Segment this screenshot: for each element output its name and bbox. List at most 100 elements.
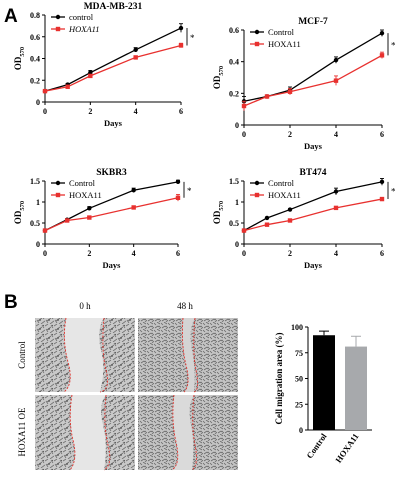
category-label-1: HOXA11 [333, 431, 360, 464]
data-point [241, 228, 247, 233]
bar-chart-cell-migration: 0 25 50 75 100 Cell migration area (%) Control… [274, 323, 372, 465]
micrograph-control-0h [35, 317, 135, 393]
legend-marker [254, 192, 260, 198]
x-axis-label: Days [304, 141, 323, 151]
y-tick-label: 1 [235, 198, 239, 207]
line-chart-mda-mb-231: MDA-MB-231 0 2 4 6 0 0.2 0.4 0.6 0.8 Days OD570 cont… [13, 2, 195, 128]
legend-marker [254, 41, 260, 47]
significance-marker: * [391, 186, 396, 196]
row-label-control: Control [17, 341, 27, 369]
legend-label-1: HOXA11 [268, 39, 301, 49]
significance-marker: * [187, 186, 192, 196]
column-label-0h: 0 h [79, 301, 91, 311]
data-point [131, 205, 136, 210]
bar-0 [313, 335, 335, 430]
column-label-48h: 48 h [177, 301, 193, 311]
series-line-0 [243, 181, 383, 232]
data-point [264, 222, 270, 227]
data-point [65, 84, 70, 89]
data-point [64, 218, 70, 223]
y-tick-label: 100 [291, 323, 303, 332]
data-point [333, 205, 339, 211]
data-point [379, 196, 385, 202]
y-tick-label: 0 [235, 240, 239, 249]
data-point [87, 215, 92, 220]
y-tick-label: 75 [295, 349, 303, 358]
series-line-1 [44, 44, 182, 92]
x-tick-label: 6 [179, 107, 183, 116]
y-axis-label: OD570 [13, 201, 26, 224]
legend-marker [55, 180, 61, 186]
legend-marker [55, 26, 61, 32]
y-axis-label-subscript: 570 [19, 201, 26, 211]
line-chart-bt474: BT474 0 2 4 6 0 0.5 1 1.5 Days OD570 Control HOXA11 * [212, 168, 396, 270]
micrograph-hoxa11-0h [35, 394, 135, 471]
data-point [287, 218, 293, 223]
y-tick-label: 0 [36, 98, 40, 107]
legend-label-0: Control [268, 27, 295, 37]
legend-marker [55, 192, 61, 198]
data-point [87, 206, 92, 211]
x-axis-label: Days [104, 118, 123, 128]
series-line-0 [44, 181, 179, 232]
data-point [333, 78, 339, 83]
data-point [133, 55, 138, 60]
data-point [333, 189, 339, 194]
data-point [379, 179, 385, 185]
x-tick-label: 0 [43, 107, 47, 116]
data-point [88, 73, 93, 79]
y-tick-label: 50 [295, 375, 303, 384]
chart-title: SKBR3 [96, 168, 127, 178]
line-chart-mcf-7: MCF-7 0 2 4 6 0 0.2 0.4 0.6 Days OD570 Control HOXA1… [212, 17, 396, 151]
y-axis-label: OD570 [212, 201, 225, 224]
data-point [264, 94, 270, 99]
series-line-1 [44, 197, 179, 232]
data-point [287, 207, 293, 212]
x-tick-label: 0 [242, 130, 246, 139]
y-axis-label: OD570 [212, 66, 225, 89]
x-tick-label: 2 [88, 107, 92, 116]
y-tick-label: 0 [36, 240, 40, 249]
data-point [178, 25, 184, 31]
series-line-1 [243, 54, 383, 107]
significance-marker: * [190, 33, 195, 43]
micrograph-control-48h [138, 317, 238, 393]
chart-title: BT474 [300, 168, 327, 178]
y-tick-label: 0.4 [30, 55, 40, 64]
x-tick-label: 0 [242, 249, 246, 258]
y-tick-label: 1.5 [30, 177, 40, 186]
legend-marker [254, 180, 260, 186]
data-point [133, 47, 138, 52]
y-axis-label: OD570 [13, 47, 26, 70]
data-point [131, 188, 136, 193]
data-point [333, 57, 339, 63]
x-tick-label: 6 [380, 249, 384, 258]
legend-label-0: control [69, 12, 94, 22]
y-tick-label: 25 [295, 400, 303, 409]
y-axis-label-main: OD [212, 75, 222, 89]
x-tick-label: 6 [176, 249, 180, 258]
data-point [264, 215, 270, 221]
legend-marker [254, 29, 260, 35]
y-axis-label-text: OD570 [13, 47, 26, 70]
y-axis-label-text: OD570 [212, 201, 225, 224]
y-axis-label-subscript: 570 [19, 47, 26, 57]
data-point [241, 103, 247, 109]
y-tick-label: 0.2 [229, 89, 239, 98]
legend-label-0: Control [69, 178, 96, 188]
y-tick-label: 0.5 [30, 219, 40, 228]
y-tick-label: 0 [299, 426, 303, 435]
y-axis-label: Cell migration area (%) [274, 332, 284, 424]
data-point [287, 89, 293, 94]
legend-label-1: HOXA11 [68, 24, 100, 34]
y-tick-label: 0.6 [229, 26, 239, 35]
data-point [175, 195, 181, 200]
data-point [42, 88, 48, 94]
x-tick-label: 4 [134, 107, 138, 116]
y-tick-label: 1 [36, 198, 40, 207]
legend-marker [55, 14, 61, 20]
line-chart-skbr3: SKBR3 0 2 4 6 0 0.5 1 1.5 Days OD570 Control HOXA11 * [13, 168, 192, 270]
data-point [175, 179, 181, 185]
x-tick-label: 6 [380, 130, 384, 139]
series-line-1 [243, 198, 383, 232]
